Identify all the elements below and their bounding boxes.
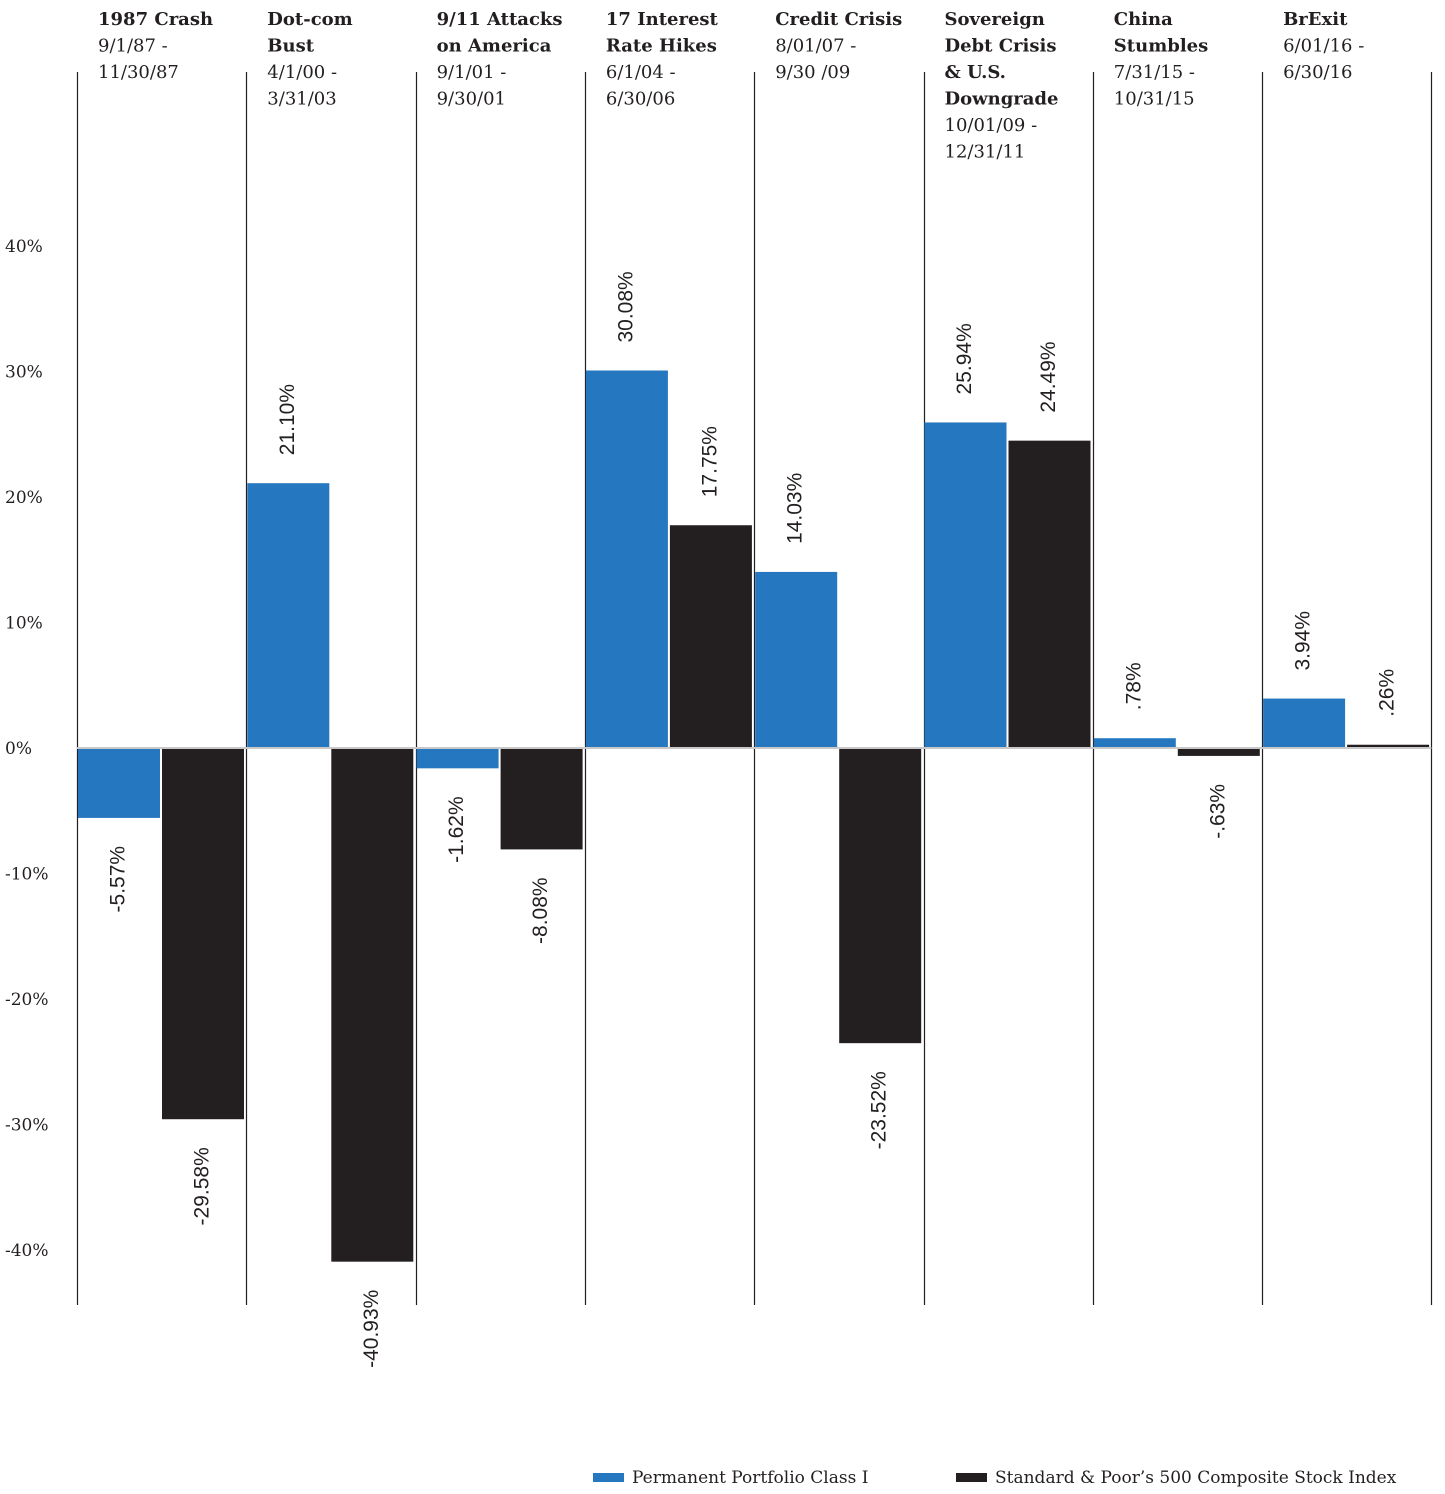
- data-label: 17.75%: [698, 426, 721, 497]
- category-dates: 4/1/00 -: [267, 62, 337, 83]
- category-title: on America: [437, 36, 552, 57]
- y-tick-label: -40%: [5, 1241, 49, 1261]
- portfolio-bar: [247, 483, 330, 748]
- value-labels: -5.57% 21.10% -1.62% 30.08% 14.03% 25.94% .78%…: [107, 271, 1399, 1368]
- data-label: -1.62%: [445, 796, 468, 863]
- category-dates: 6/30/16: [1283, 62, 1352, 83]
- category-dates: 10/31/15: [1114, 89, 1195, 110]
- sp500-bar: [500, 748, 583, 850]
- category-dates: 9/30/01: [437, 89, 506, 110]
- category-title: Stumbles: [1114, 36, 1208, 57]
- category-dates: 8/01/07 -: [775, 36, 856, 57]
- category-title: Rate Hikes: [606, 36, 717, 57]
- category-dates: 9/30 /09: [775, 62, 850, 83]
- data-label: -29.58%: [191, 1147, 214, 1225]
- y-tick-label: -20%: [5, 990, 49, 1010]
- category-dates: 10/01/09 -: [945, 115, 1038, 136]
- portfolio-bar: [416, 748, 499, 769]
- legend-label-sp500: Standard & Poor’s 500 Composite Stock In…: [995, 1468, 1397, 1488]
- category-title: & U.S.: [945, 62, 1006, 83]
- data-label: -5.57%: [107, 846, 130, 913]
- y-axis: 40% 30% 20% 10% 0% -10% -20% -30% -40%: [5, 237, 49, 1261]
- sp500-bar: [1008, 440, 1091, 748]
- data-label: 21.10%: [276, 384, 299, 455]
- portfolio-bar: [924, 422, 1007, 748]
- y-tick-label: 0%: [5, 739, 32, 759]
- data-label: 30.08%: [614, 271, 637, 342]
- category-title: China: [1114, 9, 1173, 30]
- y-tick-label: 30%: [5, 363, 43, 383]
- category-title: Downgrade: [945, 89, 1059, 110]
- y-tick-label: -30%: [5, 1116, 49, 1136]
- legend-swatch-sp500: [956, 1473, 987, 1482]
- category-dates: 12/31/11: [945, 142, 1026, 163]
- legend: Permanent Portfolio Class I Standard & Po…: [593, 1468, 1397, 1488]
- category-title: Credit Crisis: [775, 9, 902, 30]
- category-title: Sovereign: [945, 9, 1045, 30]
- category-title: Bust: [267, 36, 314, 57]
- legend-label-portfolio: Permanent Portfolio Class I: [632, 1468, 868, 1488]
- category-title: Dot-com: [267, 9, 352, 30]
- portfolio-bar: [755, 571, 838, 748]
- category-title: 1987 Crash: [98, 9, 213, 30]
- y-tick-label: 40%: [5, 237, 43, 257]
- category-dates: 9/1/01 -: [437, 62, 507, 83]
- portfolio-bar: [78, 748, 160, 818]
- category-dates: 6/01/16 -: [1283, 36, 1364, 57]
- data-label: 24.49%: [1037, 341, 1060, 412]
- portfolio-bar: [585, 370, 668, 748]
- sp500-bar: [839, 748, 922, 1044]
- data-label: .26%: [1376, 669, 1399, 717]
- sp500-bar: [1177, 748, 1260, 756]
- data-label: 14.03%: [784, 473, 807, 544]
- category-dates: 3/31/03: [267, 89, 336, 110]
- category-dates: 7/31/15 -: [1114, 62, 1195, 83]
- y-tick-label: 20%: [5, 488, 43, 508]
- category-dates: 11/30/87: [98, 62, 179, 83]
- data-label: -8.08%: [529, 877, 552, 944]
- sp500-bar: [331, 748, 414, 1262]
- category-title: BrExit: [1283, 9, 1348, 30]
- data-label: -40.93%: [360, 1290, 383, 1368]
- sp500-bar: [162, 748, 244, 1120]
- category-title: 17 Interest: [606, 9, 719, 30]
- category-labels: 1987 Crash 9/1/87 - 11/30/87 Dot-com Bust 4/1…: [98, 9, 1364, 163]
- data-label: 3.94%: [1292, 611, 1315, 671]
- sp500-bar: [1347, 744, 1430, 748]
- data-label: -.63%: [1206, 784, 1229, 839]
- category-title: 9/11 Attacks: [437, 9, 563, 30]
- category-dates: 6/1/04 -: [606, 62, 676, 83]
- bars: [78, 370, 1430, 1262]
- portfolio-bar: [1263, 698, 1346, 748]
- category-dates: 9/1/87 -: [98, 36, 168, 57]
- portfolio-bar: [1093, 738, 1176, 748]
- legend-swatch-portfolio: [593, 1473, 624, 1482]
- data-label: .78%: [1122, 662, 1145, 710]
- data-label: -23.52%: [868, 1071, 891, 1149]
- sp500-bar: [669, 525, 752, 748]
- y-tick-label: -10%: [5, 865, 49, 885]
- data-label: 25.94%: [953, 323, 976, 394]
- category-title: Debt Crisis: [945, 36, 1057, 57]
- y-tick-label: 10%: [5, 614, 43, 634]
- category-dates: 6/30/06: [606, 89, 675, 110]
